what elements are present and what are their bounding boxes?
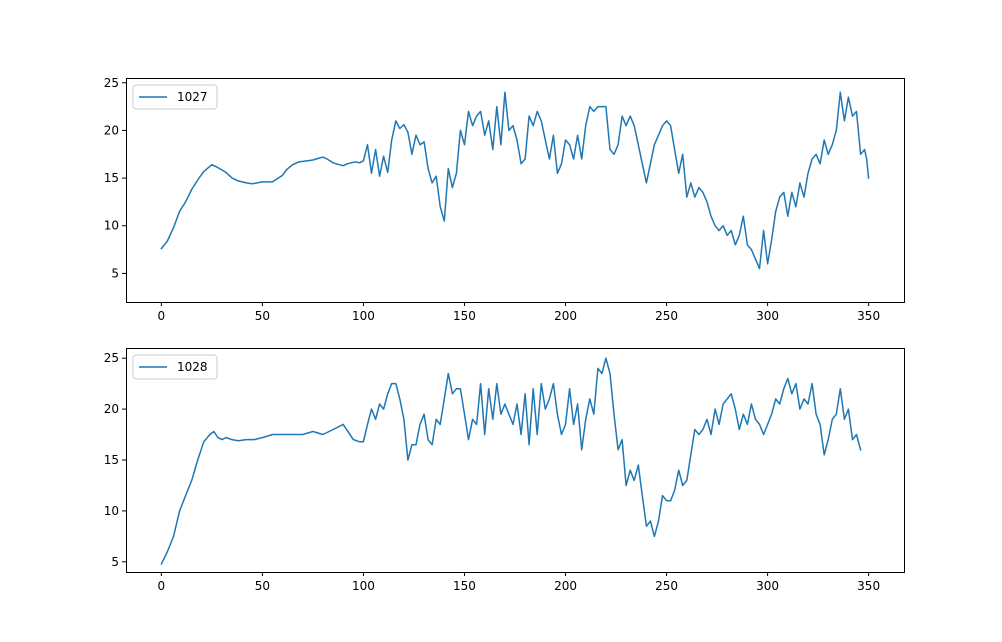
y-tick-label: 20 [104, 402, 119, 416]
axes-frame [126, 348, 905, 573]
x-tick-label: 0 [158, 309, 166, 323]
y-tick-label: 10 [104, 219, 119, 233]
x-tick-label: 250 [655, 309, 678, 323]
x-tick-label: 300 [756, 309, 779, 323]
x-tick-label: 200 [554, 579, 577, 593]
series-line-1027 [160, 91, 870, 270]
x-tick-label: 100 [352, 309, 375, 323]
series-line-1028 [160, 357, 862, 565]
plot-area [126, 78, 904, 302]
x-tick-label: 200 [554, 309, 577, 323]
x-tick-label: 300 [756, 579, 779, 593]
x-tick-label: 100 [352, 579, 375, 593]
x-tick-label: 350 [857, 579, 880, 593]
x-tick-label: 250 [655, 579, 678, 593]
y-tick-label: 20 [104, 123, 119, 137]
x-tick-label: 150 [453, 309, 476, 323]
x-tick-label: 0 [158, 579, 166, 593]
y-tick-label: 5 [111, 555, 119, 569]
legend-box [132, 354, 218, 380]
y-tick-label: 10 [104, 504, 119, 518]
y-tick-label: 15 [104, 171, 119, 185]
y-tick-label: 25 [104, 351, 119, 365]
axes-frame [126, 78, 905, 303]
y-tick-label: 5 [111, 266, 119, 280]
y-tick-label: 25 [104, 76, 119, 90]
legend-box [132, 84, 218, 110]
x-tick-label: 350 [857, 309, 880, 323]
bottom-chart-axes: 0 50 100 150 200 250 300 350 5 10 15 20 25 1028 [104, 348, 905, 593]
legend: 1028 [132, 354, 218, 380]
x-tick-label: 50 [255, 579, 270, 593]
plot-area [126, 348, 904, 572]
y-tick-label: 15 [104, 453, 119, 467]
x-tick-label: 150 [453, 579, 476, 593]
legend-label: 1027 [177, 90, 208, 104]
legend: 1027 [132, 84, 218, 110]
x-tick-label: 50 [255, 309, 270, 323]
legend-label: 1028 [177, 360, 208, 374]
top-chart-axes: 0 50 100 150 200 250 300 350 5 10 15 20 25 1027 [104, 76, 905, 323]
